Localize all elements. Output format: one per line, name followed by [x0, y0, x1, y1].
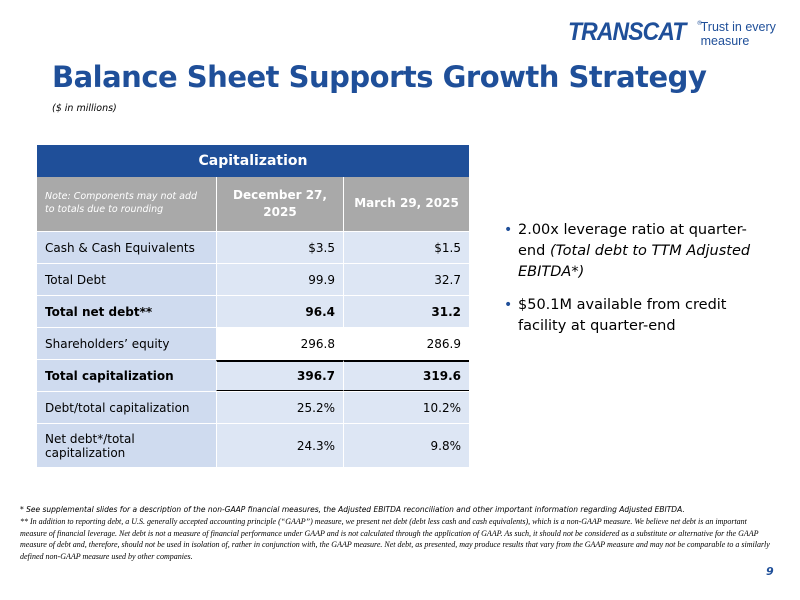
column-header-row: Note: Components may not add to totals d… — [37, 177, 469, 232]
footnote-net-debt: ** In addition to reporting debt, a U.S.… — [20, 517, 770, 561]
value-dec-2025: 25.2% — [216, 392, 343, 423]
table-row-total-capitalization: Total capitalization 396.7 319.6 — [37, 360, 469, 392]
table-header: Capitalization — [37, 145, 469, 177]
value-dec-2025: 99.9 — [216, 264, 343, 295]
value-mar-2025: 319.6 — [343, 360, 469, 391]
bullet-credit-facility: $50.1M available from credit facility at… — [504, 295, 769, 337]
value-dec-2025: 396.7 — [216, 360, 343, 391]
page-number: 9 — [766, 565, 774, 578]
row-label: Shareholders’ equity — [45, 336, 170, 351]
logo-tagline: Trust in every measure — [700, 20, 776, 48]
column-header-dec-2025: December 27, 2025 — [216, 177, 343, 231]
value-mar-2025: 32.7 — [343, 264, 469, 295]
value-mar-2025: 9.8% — [343, 424, 469, 467]
row-label: Total net debt** — [45, 304, 153, 319]
table-row-cash: Cash & Cash Equivalents $3.5 $1.5 — [37, 232, 469, 264]
table-row-total-debt: Total Debt 99.9 32.7 — [37, 264, 469, 296]
value-dec-2025: 96.4 — [216, 296, 343, 327]
value-mar-2025: 10.2% — [343, 392, 469, 423]
value-dec-2025: 296.8 — [216, 328, 343, 359]
row-label: Net debt*/total capitalization — [45, 431, 135, 460]
value-mar-2025: 31.2 — [343, 296, 469, 327]
page-title: Balance Sheet Supports Growth Strategy — [52, 60, 707, 94]
capitalization-table: Capitalization Note: Components may not … — [37, 145, 469, 468]
key-points-list: 2.00x leverage ratio at quarter-end (Tot… — [504, 220, 769, 349]
table-row-equity: Shareholders’ equity 296.8 286.9 — [37, 328, 469, 360]
bullet-leverage-note: (Total debt to TTM Adjusted EBITDA*) — [518, 243, 751, 280]
value-mar-2025: $1.5 — [343, 232, 469, 263]
logo-wordmark: TRANSCAT — [568, 17, 686, 46]
footnote-adjusted-ebitda: * See supplemental slides for a descript… — [20, 505, 685, 514]
row-label: Debt/total capitalization — [45, 400, 190, 415]
row-label: Cash & Cash Equivalents — [45, 240, 195, 255]
bullet-leverage: 2.00x leverage ratio at quarter-end (Tot… — [504, 220, 769, 283]
value-mar-2025: 286.9 — [343, 328, 469, 359]
transcat-logo: TRANSCAT ® Trust in every measure — [568, 12, 800, 52]
row-label: Total capitalization — [45, 368, 174, 383]
units-note: ($ in millions) — [52, 103, 117, 114]
rounding-note: Note: Components may not add to totals d… — [45, 191, 198, 216]
bullet-leverage-text: 2.00x leverage ratio at quarter-end — [518, 222, 747, 259]
logo-trademark: ® — [696, 19, 703, 27]
value-dec-2025: $3.5 — [216, 232, 343, 263]
table-row-debt-ratio: Debt/total capitalization 25.2% 10.2% — [37, 392, 469, 424]
table-row-net-debt: Total net debt** 96.4 31.2 — [37, 296, 469, 328]
row-label: Total Debt — [45, 272, 106, 287]
value-dec-2025: 24.3% — [216, 424, 343, 467]
table-row-net-debt-ratio: Net debt*/total capitalization 24.3% 9.8… — [37, 424, 469, 468]
column-header-mar-2025: March 29, 2025 — [343, 177, 469, 231]
